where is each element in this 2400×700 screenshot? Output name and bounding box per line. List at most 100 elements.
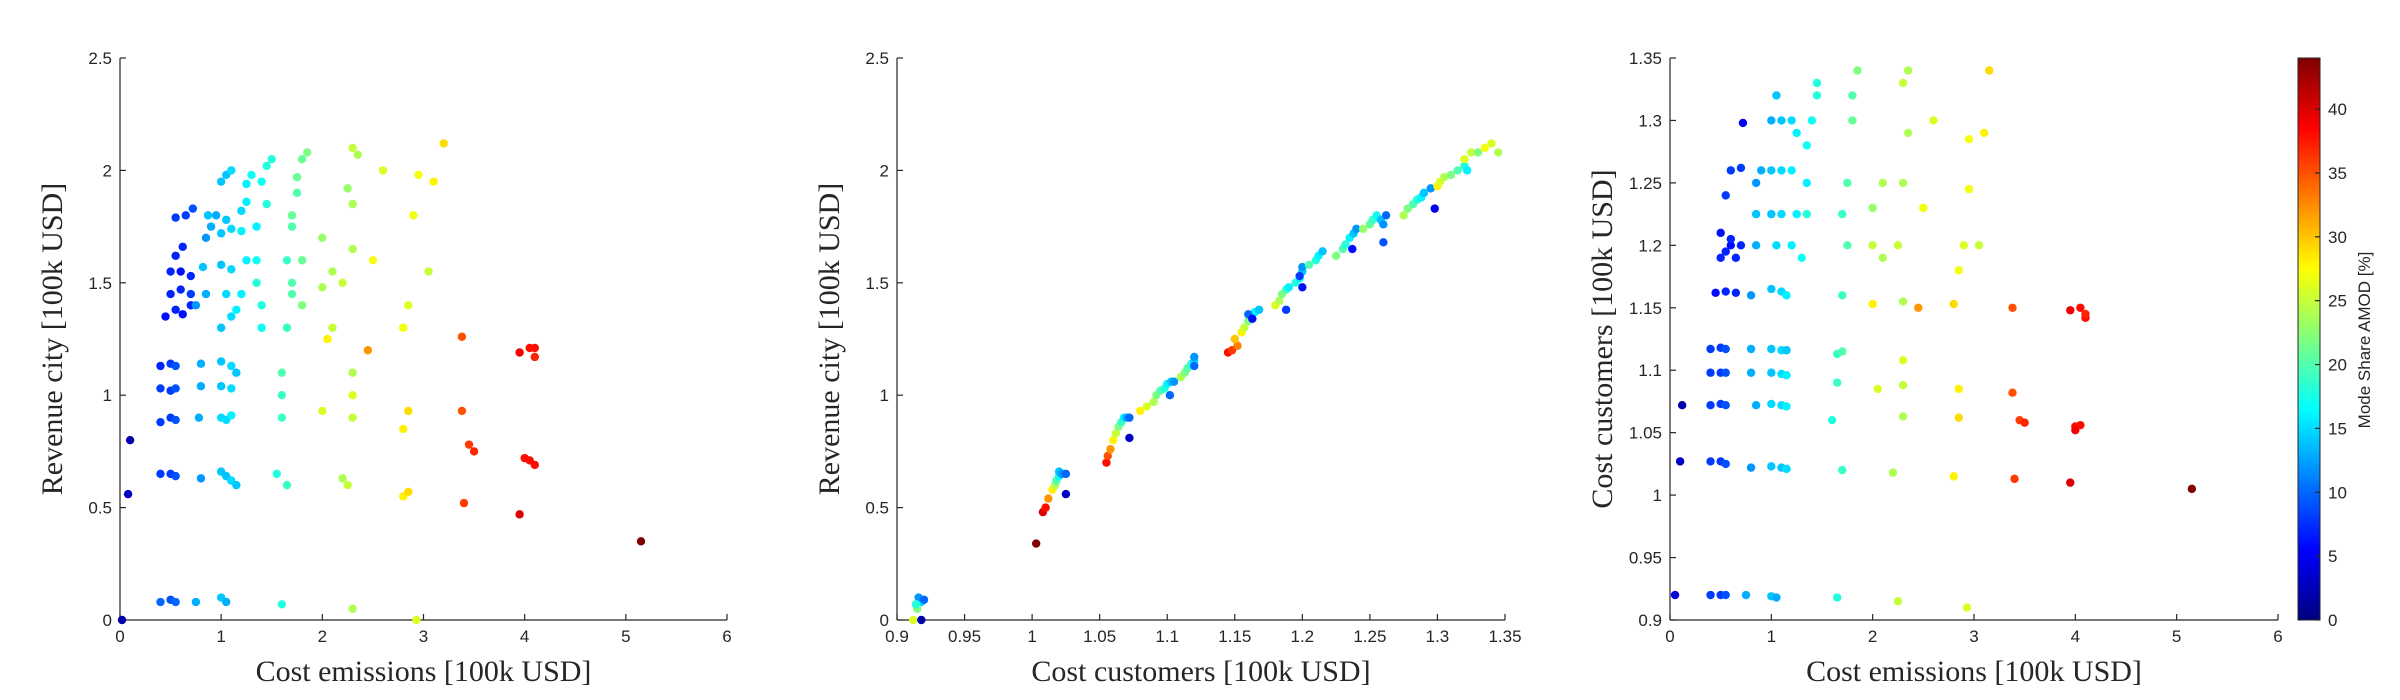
data-point [1787,241,1796,250]
data-point [1964,184,1974,194]
x-axis-label: Cost emissions [100k USD] [1806,655,2142,688]
data-point [1782,464,1791,474]
data-point [222,289,231,299]
colorbar-tick-label: 25 [2328,292,2347,311]
data-point [237,226,246,236]
data-point [1731,288,1741,297]
data-point [297,301,307,310]
data-point [1767,368,1776,377]
data-point [1746,463,1756,472]
data-point [469,447,479,456]
data-point [2008,303,2017,312]
x-tick-label: 0.95 [948,627,981,646]
data-point [196,359,206,368]
data-point [156,469,165,479]
data-point [1331,251,1341,261]
data-point [1782,371,1791,380]
data-point [277,600,287,609]
data-point [1721,368,1730,377]
data-point [1348,244,1357,254]
data-point [216,177,226,186]
x-tick-label: 5 [621,627,630,646]
data-point [2071,425,2080,435]
data-point [1670,590,1680,600]
data-point [1706,457,1715,466]
data-point [186,289,196,299]
data-point [1792,209,1801,219]
data-point [227,312,236,321]
x-tick-label: 1.2 [1291,627,1315,646]
data-point [348,143,357,153]
data-point [196,382,206,391]
x-tick-label: 1.1 [1155,627,1179,646]
data-point [1767,344,1776,354]
data-point [439,139,448,148]
data-point [1802,178,1812,188]
data-point [328,267,337,276]
y-tick-label: 1.15 [1629,299,1662,318]
data-point [242,179,251,189]
data-point [1898,381,1908,390]
data-point [166,289,175,299]
data-point [2066,478,2075,487]
data-point [1767,209,1776,219]
data-point [1782,402,1791,411]
data-point [1379,238,1388,247]
y-tick-label: 2 [880,161,889,180]
data-point [1772,91,1781,100]
data-point [1767,399,1776,409]
data-point [242,256,251,265]
x-tick-label: 5 [2172,627,2181,646]
data-point [1102,458,1111,467]
data-point [282,323,292,332]
data-point [457,332,467,341]
data-point [267,154,276,164]
data-point [1812,78,1822,88]
data-point [1453,166,1462,175]
data-point [323,334,332,344]
x-tick-label: 0 [1665,627,1674,646]
x-tick-label: 3 [419,627,428,646]
data-point [252,222,261,231]
data-point [1898,412,1908,421]
data-point [171,597,180,607]
data-point [1797,253,1806,263]
x-tick-label: 1.25 [1353,627,1386,646]
data-point [1061,469,1071,479]
data-point [1061,489,1071,499]
data-point [277,391,287,400]
data-point [1726,241,1736,250]
data-point [1914,303,1923,312]
data-point [1031,539,1041,548]
data-point [1772,241,1781,250]
x-tick-label: 1 [1027,627,1036,646]
data-point [457,406,467,416]
data-point [1108,435,1118,445]
data-point [1711,288,1720,297]
data-point [287,289,297,299]
data-point [171,213,180,222]
colorbar-tick-label: 30 [2328,228,2347,247]
data-point [216,382,226,391]
y-tick-label: 0.9 [1638,611,1662,630]
data-point [318,406,327,416]
data-point [1480,143,1489,153]
colorbar-tick-label: 20 [2328,356,2347,375]
data-point [201,289,211,299]
data-point [1254,305,1264,314]
data-point [1751,178,1761,188]
data-point [1974,241,1984,250]
data-point [282,480,292,490]
data-point [343,184,352,193]
data-point [1959,241,1969,250]
data-point [1929,116,1938,125]
data-point [1298,283,1307,292]
y-tick-label: 1 [1653,486,1662,505]
data-point [237,289,246,299]
data-point [178,310,187,319]
data-point [252,256,261,265]
data-point [459,498,469,508]
data-point [1954,266,1964,275]
y-tick-label: 1.5 [88,274,112,293]
data-point [1802,141,1812,150]
